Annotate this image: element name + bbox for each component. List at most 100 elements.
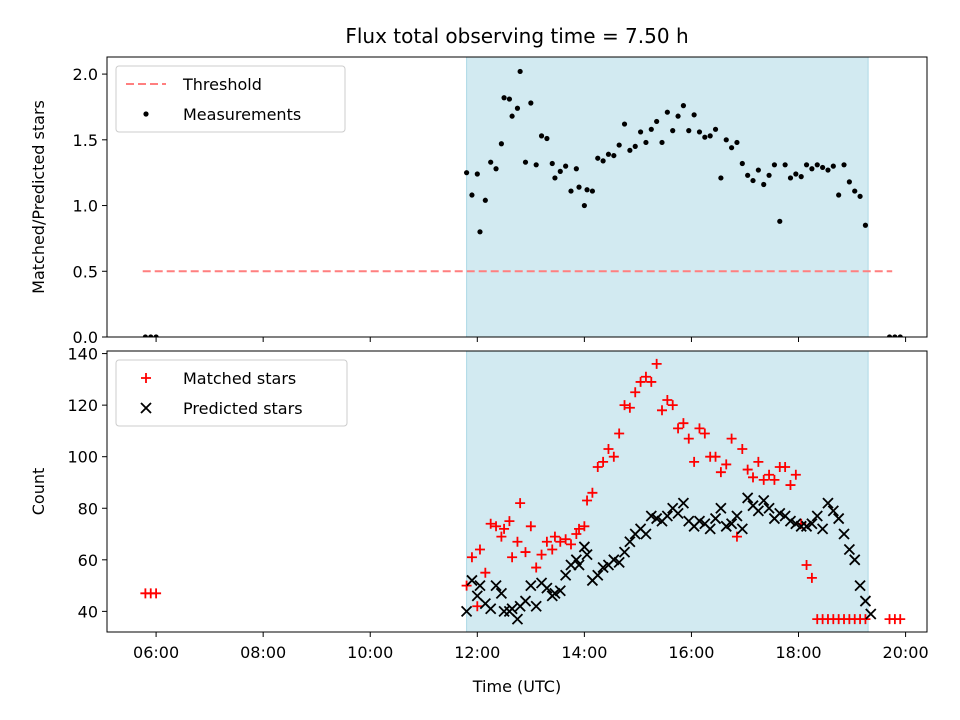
- y-tick-label: 2.0: [73, 65, 98, 84]
- measurement-point: [825, 167, 831, 173]
- measurement-point: [745, 172, 751, 178]
- matched-stars-point: [151, 588, 162, 599]
- measurement-point: [793, 171, 799, 177]
- measurement-point: [621, 121, 628, 127]
- measurement-point: [533, 162, 539, 168]
- measurement-point: [153, 334, 159, 337]
- measurement-point: [632, 143, 638, 149]
- matched-stars-point: [683, 433, 694, 444]
- matched-stars-point: [737, 443, 748, 454]
- measurement-point: [509, 113, 515, 119]
- measurement-point: [782, 162, 788, 168]
- measurement-point: [707, 133, 713, 139]
- predicted-stars-point: [742, 492, 754, 504]
- matched-stars-point: [860, 614, 871, 625]
- measurement-point: [576, 184, 582, 190]
- measurement-point: [670, 128, 676, 134]
- measurement-point: [148, 334, 154, 337]
- matched-stars-point: [541, 536, 552, 547]
- matched-stars-point: [758, 474, 769, 485]
- measurement-point: [787, 175, 794, 181]
- matched-stars-point: [507, 552, 518, 563]
- matched-stars-point: [694, 423, 705, 434]
- measurement-point: [702, 134, 708, 140]
- x-tick-label: 10:00: [347, 643, 393, 662]
- predicted-stars-point: [592, 569, 604, 581]
- measurement-point: [589, 188, 596, 194]
- predicted-stars-point: [795, 520, 807, 532]
- predicted-stars-point: [736, 523, 748, 535]
- predicted-stars-point: [530, 600, 542, 612]
- y-tick-label: 120: [67, 396, 98, 415]
- predicted-stars-point: [613, 556, 625, 569]
- measurement-point: [506, 96, 513, 102]
- matched-stars-point: [474, 544, 485, 555]
- matched-stars-point: [525, 521, 536, 532]
- measurement-point: [637, 129, 644, 135]
- measurement-point: [852, 188, 858, 194]
- measurement-point: [809, 166, 815, 172]
- measurement-point: [675, 113, 681, 119]
- matched-stars-point: [549, 531, 560, 542]
- predicted-stars-point: [466, 574, 478, 587]
- matched-stars-point: [582, 495, 593, 506]
- predicted-stars-point: [758, 494, 770, 507]
- series-predicted-stars: [460, 492, 877, 625]
- matched-stars-point: [715, 467, 726, 478]
- predicted-stars-point: [849, 554, 861, 566]
- matched-stars-point: [721, 459, 732, 470]
- measurement-point: [696, 129, 703, 135]
- measurement-point: [712, 126, 719, 132]
- matched-stars-point: [485, 518, 496, 529]
- predicted-stars-point: [573, 559, 585, 571]
- predicted-stars-point: [578, 541, 591, 553]
- measurement-point: [723, 137, 729, 143]
- predicted-stars-point: [816, 523, 829, 535]
- measurement-point: [691, 112, 697, 118]
- x-tick-label: 18:00: [775, 643, 821, 662]
- x-tick-label: 16:00: [668, 643, 714, 662]
- measurement-point: [857, 193, 863, 199]
- matched-stars-point: [571, 529, 582, 540]
- matched-stars-point: [461, 580, 472, 591]
- x-tick-label: 20:00: [883, 643, 929, 662]
- matched-stars-point: [753, 456, 764, 467]
- matched-stars-point: [608, 451, 619, 462]
- matched-stars-point: [565, 539, 576, 550]
- measurement-point: [498, 141, 504, 147]
- matched-stars-point: [630, 387, 641, 398]
- matched-stars-point: [806, 572, 817, 583]
- matched-stars-point: [496, 531, 507, 542]
- measurement-point: [544, 135, 550, 142]
- matched-stars-point: [764, 469, 775, 480]
- predicted-stars-point: [506, 603, 518, 615]
- measurement-point: [836, 192, 842, 198]
- measurement-point: [664, 109, 670, 115]
- matched-stars-point: [785, 480, 796, 491]
- measurement-point: [862, 222, 869, 228]
- matched-stars-point: [651, 358, 662, 369]
- matched-stars-point: [657, 405, 667, 416]
- predicted-stars-point: [854, 579, 866, 592]
- y-tick-label: 100: [67, 448, 98, 467]
- predicted-stars-point: [865, 608, 877, 620]
- matched-stars-point: [667, 400, 678, 411]
- matched-stars-point: [699, 428, 710, 439]
- predicted-stars-point: [474, 579, 486, 592]
- legend-label: Threshold: [182, 75, 262, 94]
- predicted-stars-point: [806, 518, 818, 530]
- measurement-point: [841, 162, 847, 168]
- y-tick-label: 60: [78, 551, 98, 570]
- matched-stars-point: [466, 552, 477, 563]
- measurement-point: [474, 171, 480, 177]
- measurement-point: [803, 162, 810, 168]
- plot-area: [142, 68, 903, 337]
- legend-label: Measurements: [183, 105, 301, 124]
- matched-stars-point: [748, 472, 759, 483]
- matched-stars-point: [780, 462, 791, 473]
- matched-stars-point: [587, 487, 598, 498]
- legend-box: [115, 359, 348, 427]
- measurement-point: [552, 175, 558, 181]
- measurement-point: [584, 187, 590, 193]
- predicted-stars-point: [859, 595, 872, 607]
